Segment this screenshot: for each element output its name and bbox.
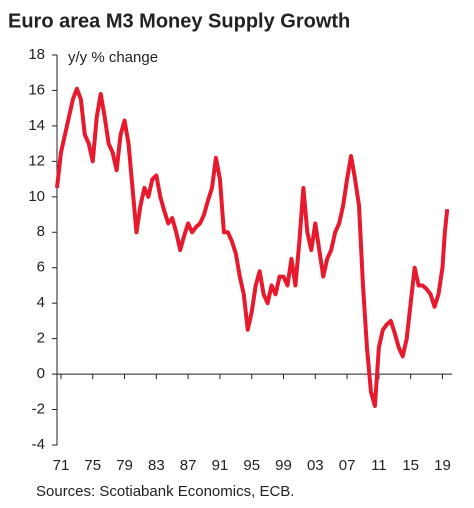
y-tick-label: 6 [37,259,45,276]
x-tick-label: 11 [371,457,387,474]
y-tick-label: -4 [32,436,45,453]
x-tick-label: 83 [148,457,165,474]
x-tick-label: 99 [275,457,292,474]
x-tick-label: 19 [434,457,451,474]
y-tick-label: 2 [37,330,45,347]
y-tick-label: 14 [28,117,45,134]
data-line [55,86,450,408]
x-tick-label: 87 [180,457,197,474]
y-tick-label: 4 [37,294,45,311]
x-tick-label: 79 [116,457,133,474]
x-tick-label: 71 [53,457,70,474]
x-tick-label: 95 [243,457,260,474]
x-tick-label: 07 [339,457,356,474]
y-axis-label: y/y % change [68,49,158,66]
y-tick-label: 0 [37,365,45,382]
y-tick-label: -2 [32,401,45,418]
y-tick-label: 8 [37,223,45,240]
chart-title: Euro area M3 Money Supply Growth [8,10,350,32]
y-tick-label: 12 [28,152,45,169]
x-tick-label: 75 [84,457,101,474]
y-tick-label: 18 [28,46,45,63]
y-tick-label: 10 [28,188,45,205]
x-tick-label: 03 [307,457,324,474]
x-tick-label: 91 [212,457,229,474]
y-tick-label: 16 [28,81,45,98]
source-note: Sources: Scotiabank Economics, ECB. [36,483,294,500]
x-tick-label: 15 [402,457,419,474]
